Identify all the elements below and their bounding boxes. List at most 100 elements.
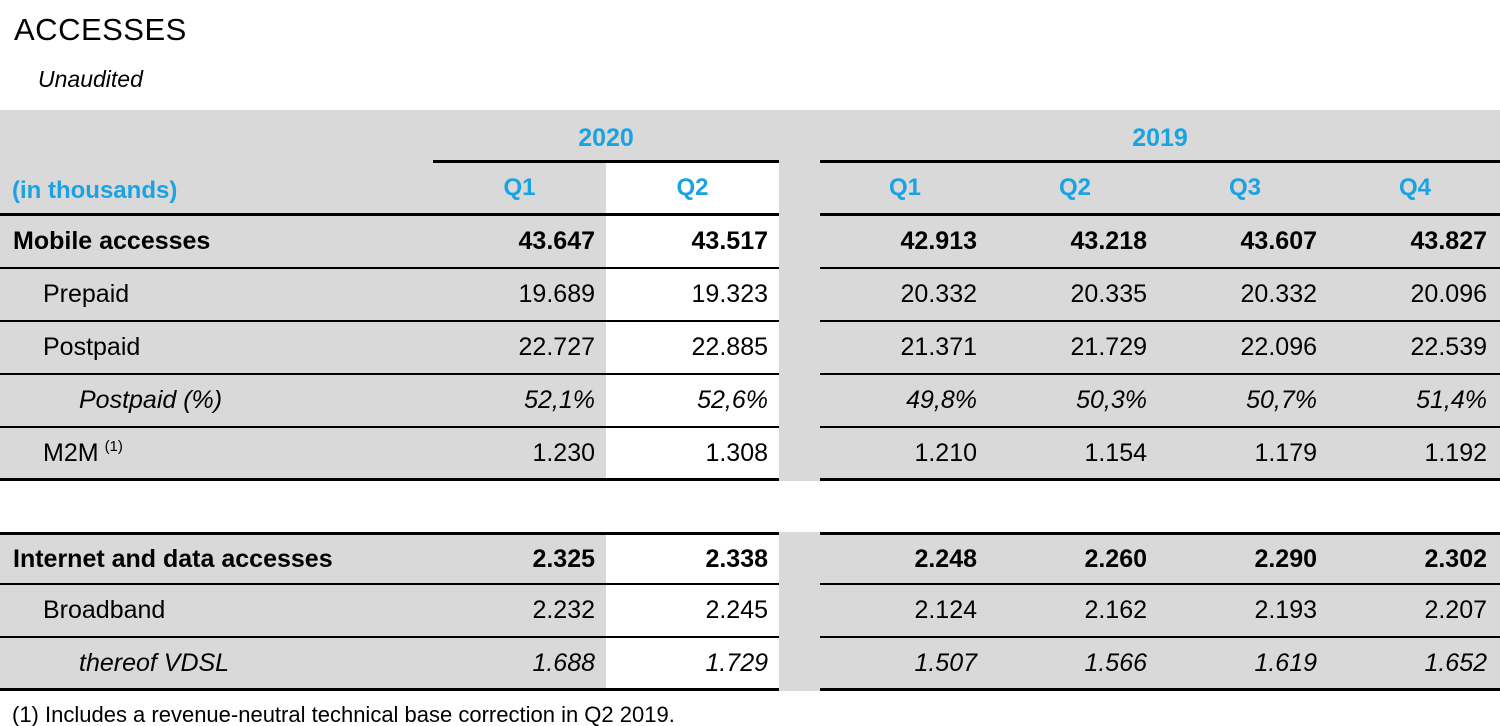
table-row-mobile-accesses-2019: 42.913 43.218 43.607 43.827 — [820, 216, 1500, 269]
row-label-text: Broadband — [43, 596, 166, 624]
table-row-thereof-vdsl: thereof VDSL 1.688 1.729 — [0, 638, 779, 691]
value-2020-q1: 22.727 — [518, 333, 595, 361]
row-label: Internet and data accesses — [0, 535, 433, 583]
spacer-segment — [779, 375, 820, 428]
unaudited-note: Unaudited — [38, 66, 143, 92]
quarter-header-row-2019: Q1 Q2 Q3 Q4 — [820, 163, 1500, 216]
row-label: thereof VDSL — [0, 638, 433, 688]
year-header-row-2020: 2020 — [0, 110, 779, 163]
value-2019-q1: 1.210 — [914, 438, 977, 467]
value-2020-q2: 1.729 — [606, 638, 779, 688]
table-row-internet-and-data-accesses: Internet and data accesses 2.325 2.338 — [0, 532, 779, 585]
table-group-2020: 2020 (in thousands) Q1 Q2 Mobile accesse… — [0, 110, 779, 691]
row-label-text: Prepaid — [43, 280, 130, 308]
table-row-thereof-vdsl-2019: 1.507 1.566 1.619 1.652 — [820, 638, 1500, 691]
spacer-segment — [779, 163, 820, 216]
column-spacer — [779, 110, 820, 691]
value-2020-q1: 2.232 — [532, 596, 595, 624]
value-2019-q3: 50,7% — [1246, 386, 1317, 414]
value-2019-q2: 20.335 — [1070, 280, 1147, 308]
value-2019-q3: 1.179 — [1254, 438, 1317, 467]
col-header-2019-q3: Q3 — [1228, 174, 1261, 201]
footnote: (1) Includes a revenue-neutral technical… — [12, 702, 675, 726]
value-2019-q4: 51,4% — [1416, 386, 1487, 414]
value-2020-q2: 1.308 — [606, 428, 779, 478]
value-2019-q3: 2.193 — [1254, 596, 1317, 624]
value-2020-q1: 1.230 — [532, 438, 595, 467]
row-label: Postpaid (%) — [0, 375, 433, 426]
value-2019-q4: 2.207 — [1424, 596, 1487, 624]
year-header-2020: 2020 — [433, 110, 779, 163]
table-row-postpaid-2019: 49,8% 50,3% 50,7% 51,4% — [820, 375, 1500, 428]
value-2019-q4: 22.539 — [1410, 333, 1487, 361]
table-row-postpaid-2019: 21.371 21.729 22.096 22.539 — [820, 322, 1500, 375]
table-row-prepaid-2019: 20.332 20.335 20.332 20.096 — [820, 269, 1500, 322]
value-2019-q2: 50,3% — [1076, 386, 1147, 414]
table-row-broadband-2019: 2.124 2.162 2.193 2.207 — [820, 585, 1500, 638]
value-2019-q3: 1.619 — [1254, 648, 1317, 677]
row-label-text: Postpaid — [43, 333, 141, 361]
table-row-broadband: Broadband 2.232 2.245 — [0, 585, 779, 638]
spacer-segment — [779, 585, 820, 638]
year-header-row-2019: 2019 — [820, 110, 1500, 163]
value-2020-q2: 2.245 — [606, 585, 779, 636]
spacer-segment — [779, 110, 820, 163]
value-2020-q1: 1.688 — [532, 648, 595, 677]
value-2019-q1: 49,8% — [906, 386, 977, 414]
row-label: Postpaid — [0, 322, 433, 373]
footnote-ref: (1) — [104, 437, 123, 455]
report-page: ACCESSES Unaudited 2020 (in thousands) Q… — [0, 12, 1500, 726]
row-label-text: Postpaid (%) — [79, 386, 223, 414]
value-2020-q1: 52,1% — [524, 386, 595, 414]
value-2019-q2: 2.162 — [1084, 596, 1147, 624]
table-row-postpaid: Postpaid 22.727 22.885 — [0, 322, 779, 375]
value-2020-q2: 43.517 — [606, 216, 779, 267]
table-row-postpaid: Postpaid (%) 52,1% 52,6% — [0, 375, 779, 428]
spacer-segment — [779, 532, 820, 585]
row-label-text: M2M — [43, 438, 99, 467]
quarter-header-row-2020: (in thousands) Q1 Q2 — [0, 163, 779, 216]
value-2019-q4: 20.096 — [1410, 280, 1487, 308]
value-2020-q1: 2.325 — [532, 544, 595, 573]
spacer-segment — [779, 322, 820, 375]
value-2020-q1: 19.689 — [518, 280, 595, 308]
value-2020-q2: 52,6% — [606, 375, 779, 426]
section-gap-row — [0, 481, 779, 532]
header-label-spacer — [0, 110, 433, 163]
value-2019-q1: 20.332 — [900, 280, 977, 308]
spacer-segment — [779, 481, 820, 532]
page-title: ACCESSES — [14, 12, 187, 47]
value-2020-q2: 19.323 — [606, 269, 779, 320]
section-gap-row — [820, 481, 1500, 532]
value-2019-q3: 2.290 — [1254, 544, 1317, 573]
value-2019-q1: 2.124 — [914, 596, 977, 624]
value-2019-q4: 2.302 — [1424, 544, 1487, 573]
row-label: Prepaid — [0, 269, 433, 320]
table-row-m2m-2019: 1.210 1.154 1.179 1.192 — [820, 428, 1500, 481]
value-2020-q2: 22.885 — [606, 322, 779, 373]
col-header-2019-q2: Q2 — [1058, 174, 1091, 201]
row-label-text: Mobile accesses — [13, 227, 211, 255]
value-2019-q3: 43.607 — [1240, 227, 1317, 255]
value-2019-q3: 22.096 — [1240, 333, 1317, 361]
spacer-segment — [779, 428, 820, 481]
accesses-table: 2020 (in thousands) Q1 Q2 Mobile accesse… — [0, 110, 1500, 691]
table-row-internet-and-data-accesses-2019: 2.248 2.260 2.290 2.302 — [820, 532, 1500, 585]
table-row-prepaid: Prepaid 19.689 19.323 — [0, 269, 779, 322]
spacer-segment — [779, 638, 820, 691]
value-2020-q1: 43.647 — [518, 227, 595, 255]
col-header-2019-q4: Q4 — [1398, 174, 1431, 201]
value-2019-q4: 1.652 — [1424, 648, 1487, 677]
row-label: Mobile accesses — [0, 216, 433, 267]
value-2019-q1: 21.371 — [900, 333, 977, 361]
value-2019-q2: 43.218 — [1070, 227, 1147, 255]
value-2020-q2: 2.338 — [606, 535, 779, 583]
value-2019-q2: 1.154 — [1084, 438, 1147, 467]
row-label-text: Internet and data accesses — [13, 544, 333, 573]
spacer-segment — [779, 269, 820, 322]
table-group-2019: 2019 Q1 Q2 Q3 Q4 42.913 43.218 43.607 43.82… — [820, 110, 1500, 691]
value-2019-q2: 1.566 — [1084, 648, 1147, 677]
row-label: Broadband — [0, 585, 433, 636]
year-header-2019: 2019 — [820, 110, 1500, 163]
value-2019-q1: 42.913 — [900, 227, 977, 255]
